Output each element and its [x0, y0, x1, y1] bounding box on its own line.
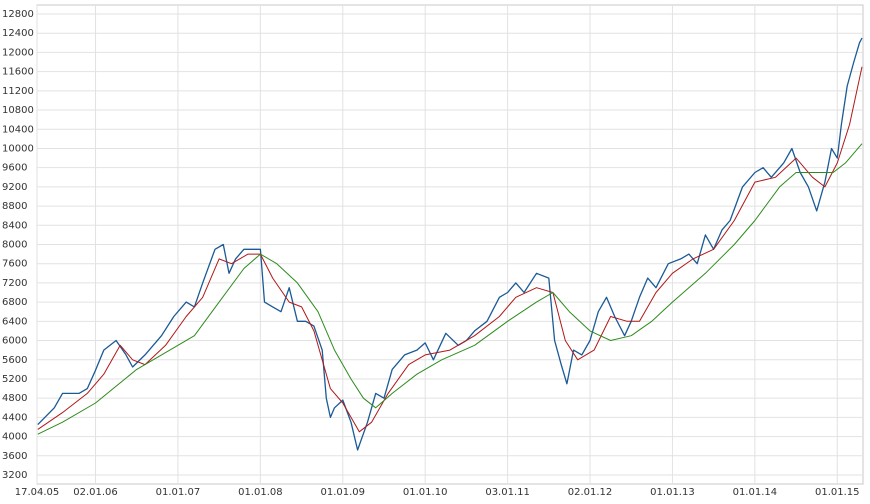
y-tick-label: 8800 — [2, 201, 27, 212]
y-tick-label: 6400 — [2, 316, 27, 327]
y-tick-label: 3600 — [2, 451, 27, 462]
y-tick-label: 6800 — [2, 297, 27, 308]
y-tick-label: 10800 — [2, 105, 34, 116]
x-tick-label: 03.01.11 — [485, 487, 530, 498]
y-tick-label: 9200 — [2, 182, 27, 193]
x-tick-label: 02.01.06 — [73, 487, 118, 498]
y-tick-label: 10000 — [2, 143, 34, 154]
y-tick-label: 11600 — [2, 67, 34, 78]
y-tick-label: 12800 — [2, 9, 34, 20]
x-tick-label: 01.01.14 — [733, 487, 778, 498]
y-tick-label: 8400 — [2, 220, 27, 231]
y-tick-label: 5600 — [2, 355, 27, 366]
y-tick-label: 3200 — [2, 470, 27, 481]
y-tick-label: 9600 — [2, 163, 27, 174]
y-tick-label: 7600 — [2, 259, 27, 270]
x-tick-label: 01.01.10 — [403, 487, 448, 498]
y-tick-label: 4400 — [2, 412, 27, 423]
series-line — [37, 143, 863, 435]
y-tick-label: 12400 — [2, 28, 34, 39]
y-tick-label: 4000 — [2, 432, 27, 443]
y-tick-label: 6000 — [2, 336, 27, 347]
x-tick-label: 02.01.12 — [568, 487, 613, 498]
x-tick-label: 01.01.13 — [650, 487, 695, 498]
x-tick-label: 01.01.09 — [321, 487, 366, 498]
y-tick-label: 12000 — [2, 47, 34, 58]
x-tick-label: 01.01.07 — [156, 487, 201, 498]
series-line — [37, 66, 863, 433]
y-tick-label: 11200 — [2, 86, 34, 97]
y-tick-label: 10400 — [2, 124, 34, 135]
x-tick-label: 01.01.15 — [815, 487, 860, 498]
y-tick-label: 5200 — [2, 374, 27, 385]
y-tick-label: 4800 — [2, 393, 27, 404]
y-tick-label: 8000 — [2, 240, 27, 251]
x-tick-label: 01.01.08 — [238, 487, 283, 498]
x-tick-label: 17.04.05 — [15, 487, 60, 498]
y-tick-label: 7200 — [2, 278, 27, 289]
